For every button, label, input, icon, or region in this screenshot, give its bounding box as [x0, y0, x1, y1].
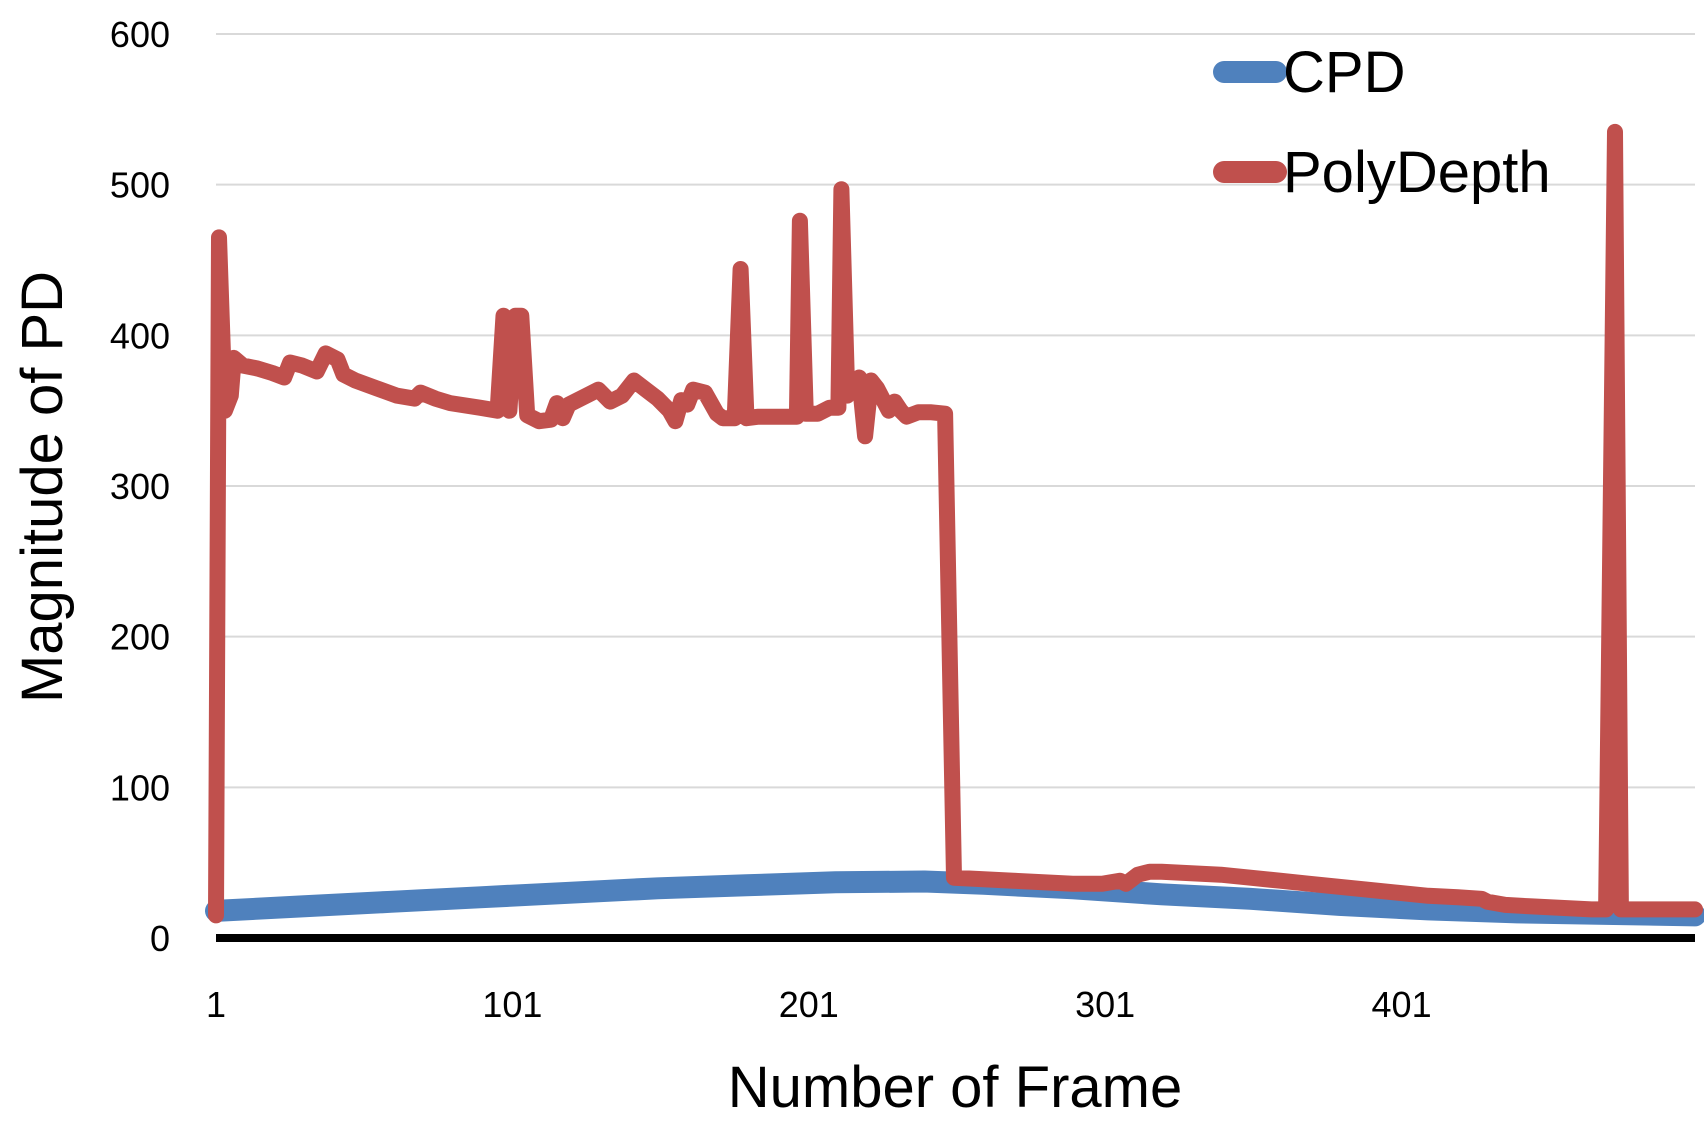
- x-tick-label: 1: [206, 984, 226, 1025]
- legend-label-cpd: CPD: [1283, 40, 1405, 105]
- y-axis-title: Magnitude of PD: [10, 271, 75, 703]
- y-tick-label: 400: [110, 315, 170, 356]
- series-lines: [205, 123, 1704, 927]
- y-tick-label: 500: [110, 165, 170, 206]
- x-axis-title: Number of Frame: [728, 1055, 1182, 1120]
- y-tick-label: 0: [150, 918, 170, 959]
- x-tick-label: 301: [1075, 984, 1135, 1025]
- y-tick-label: 100: [110, 767, 170, 808]
- y-tick-labels: 0 100 200 300 400 500 600: [110, 14, 170, 959]
- gridlines: [216, 33, 1695, 789]
- series-line-polydepth: [208, 123, 1703, 924]
- y-tick-label: 600: [110, 14, 170, 55]
- x-tick-labels: 1 101 201 301 401: [206, 984, 1432, 1025]
- x-tick-label: 401: [1372, 984, 1432, 1025]
- legend: CPD PolyDepth: [1213, 40, 1551, 205]
- x-tick-label: 101: [482, 984, 542, 1025]
- y-tick-label: 200: [110, 617, 170, 658]
- y-tick-label: 300: [110, 466, 170, 507]
- x-tick-label: 201: [779, 984, 839, 1025]
- legend-label-polydepth: PolyDepth: [1283, 140, 1551, 205]
